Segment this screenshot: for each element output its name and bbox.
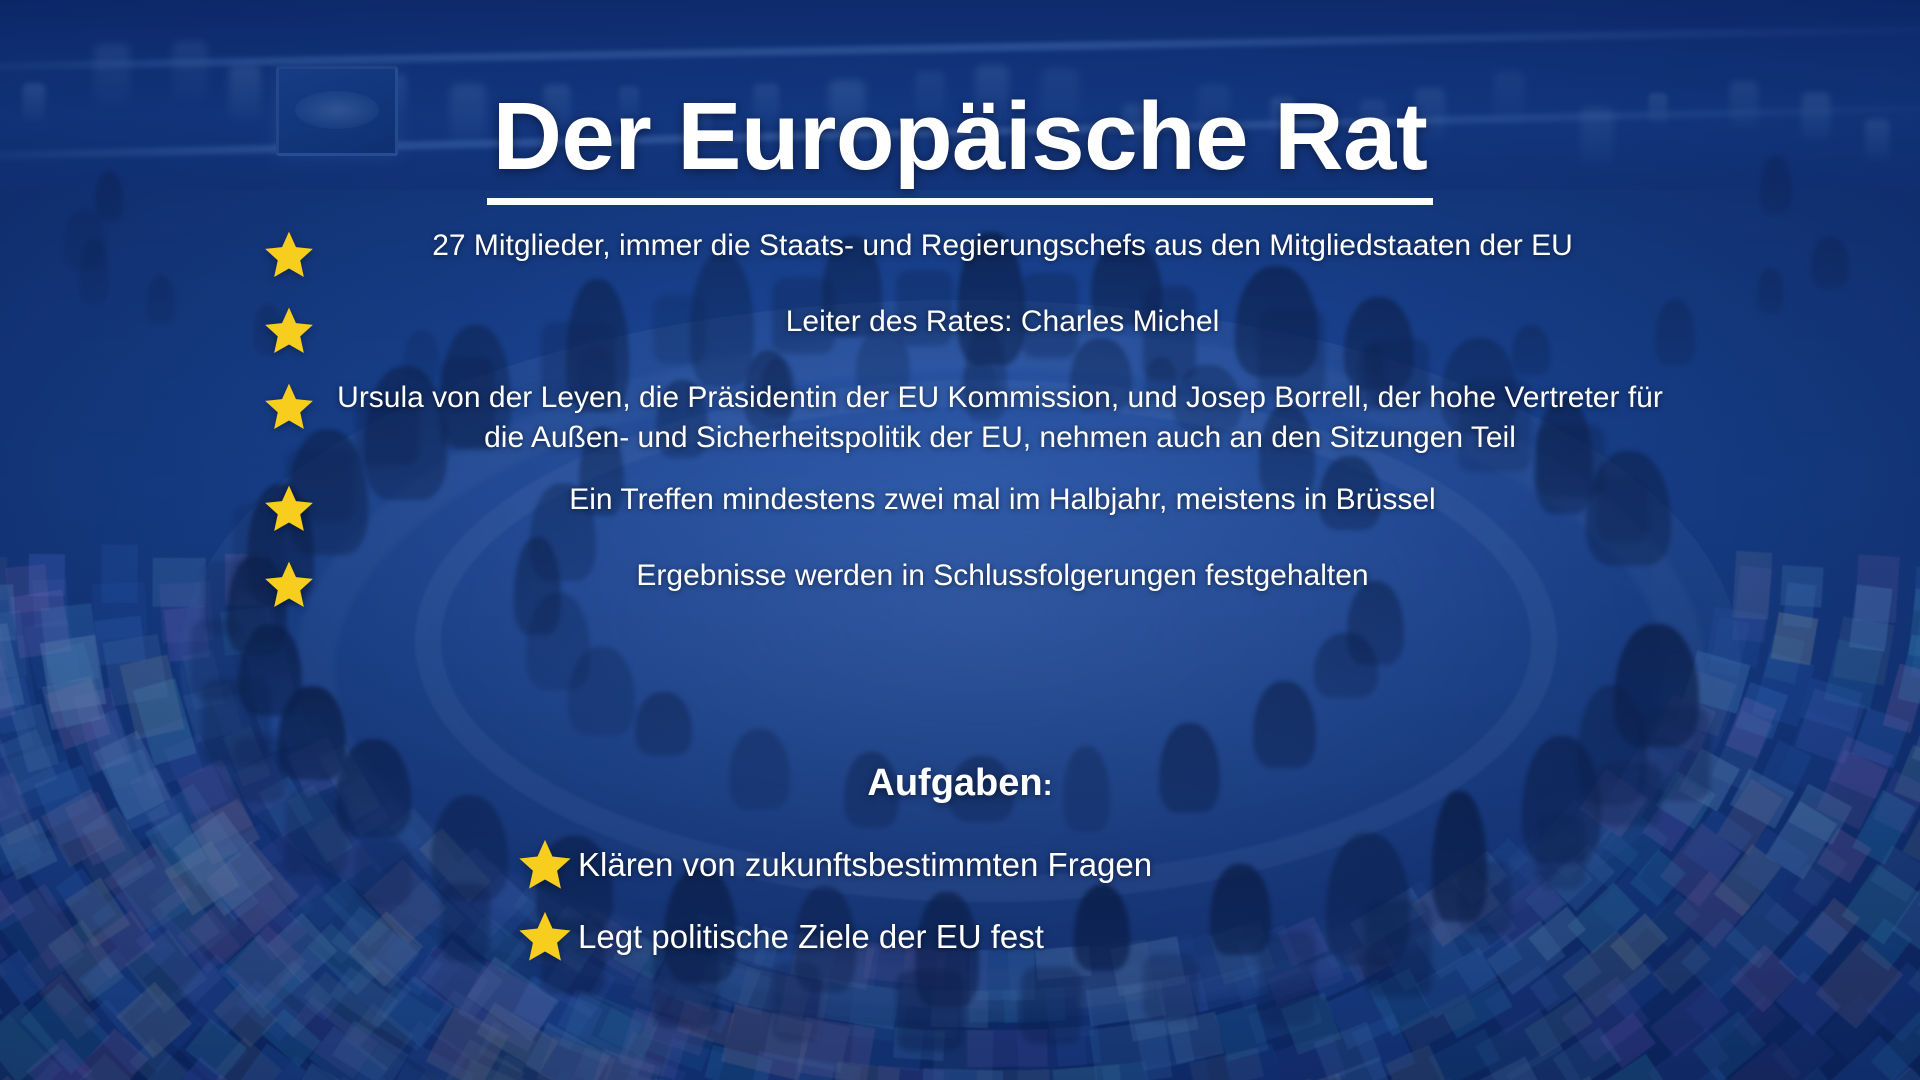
list-item-label: Legt politische Ziele der EU fest: [578, 917, 1044, 957]
section-heading: Aufgaben:: [0, 762, 1920, 805]
star-icon: [516, 836, 574, 894]
star-icon: [262, 482, 316, 536]
list-item: Klären von zukunftsbestimmten Fragen: [0, 836, 1920, 908]
list-item-label: Klären von zukunftsbestimmten Fragen: [578, 845, 1152, 885]
star-icon: [262, 558, 316, 612]
section-heading-label: Aufgaben: [867, 762, 1042, 804]
slide-content: Der Europäische Rat 27 Mitglieder, immer…: [0, 0, 1920, 1080]
list-item: Ergebnisse werden in Schlussfolgerungen …: [0, 556, 1920, 610]
tasks-list: Klären von zukunftsbestimmten Fragen Leg…: [0, 836, 1920, 980]
list-item: Leiter des Rates: Charles Michel: [0, 302, 1920, 356]
list-item: 27 Mitglieder, immer die Staats- und Reg…: [0, 226, 1920, 280]
list-item-label: Ergebnisse werden in Schlussfolgerungen …: [340, 556, 1665, 596]
bullet-list: 27 Mitglieder, immer die Staats- und Reg…: [0, 226, 1920, 632]
star-icon: [262, 228, 316, 282]
list-item-label: Ein Treffen mindestens zwei mal im Halbj…: [340, 480, 1665, 520]
star-icon: [262, 380, 316, 434]
star-icon: [516, 908, 574, 966]
section-heading-colon: :: [1043, 769, 1053, 802]
list-item-label: Leiter des Rates: Charles Michel: [340, 302, 1665, 342]
list-item: Ursula von der Leyen, die Präsidentin de…: [0, 378, 1920, 458]
page-title: Der Europäische Rat: [0, 86, 1920, 188]
list-item: Ein Treffen mindestens zwei mal im Halbj…: [0, 480, 1920, 534]
task-item: Legt politische Ziele der EU fest: [516, 908, 1044, 966]
star-icon: [262, 304, 316, 358]
list-item: Legt politische Ziele der EU fest: [0, 908, 1920, 980]
task-item: Klären von zukunftsbestimmten Fragen: [516, 836, 1152, 894]
page-title-text: Der Europäische Rat: [487, 83, 1434, 205]
list-item-label: 27 Mitglieder, immer die Staats- und Reg…: [340, 226, 1665, 266]
presentation-slide: Der Europäische Rat 27 Mitglieder, immer…: [0, 0, 1920, 1080]
list-item-label: Ursula von der Leyen, die Präsidentin de…: [330, 378, 1670, 458]
